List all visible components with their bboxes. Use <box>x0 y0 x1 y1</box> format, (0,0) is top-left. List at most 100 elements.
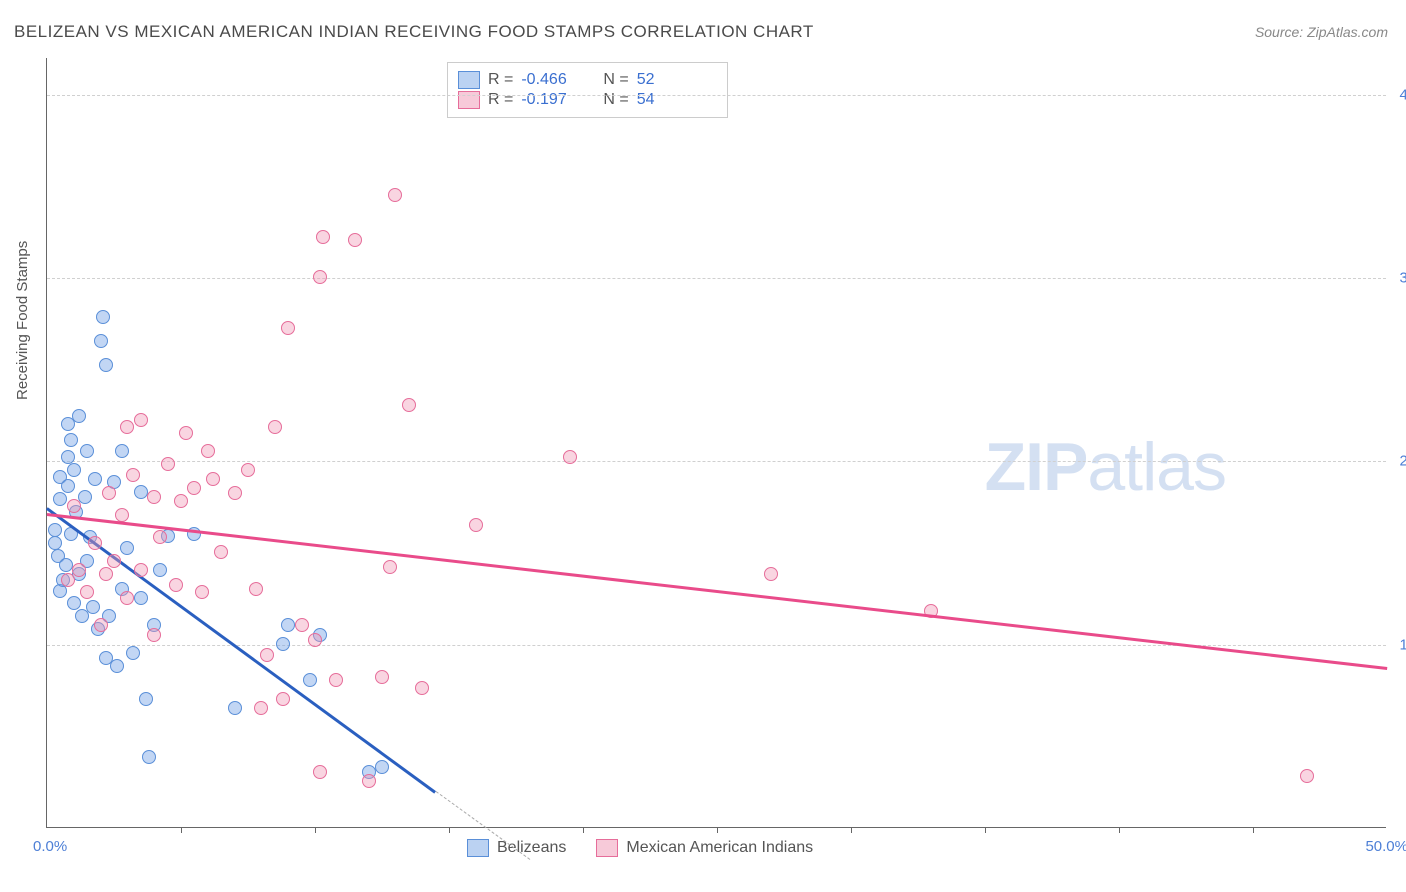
data-point <box>147 628 161 642</box>
data-point <box>281 321 295 335</box>
data-point <box>402 398 416 412</box>
legend-swatch-pink-icon <box>596 839 618 857</box>
x-tick <box>985 827 986 833</box>
legend-item-blue: Belizeans <box>467 839 566 857</box>
data-point <box>316 230 330 244</box>
data-point <box>134 563 148 577</box>
x-tick <box>315 827 316 833</box>
y-tick-label: 40.0% <box>1399 86 1406 103</box>
data-point <box>134 591 148 605</box>
data-point <box>469 518 483 532</box>
data-point <box>94 334 108 348</box>
swatch-blue-icon <box>458 71 480 89</box>
data-point <box>147 490 161 504</box>
data-point <box>195 585 209 599</box>
y-tick-label: 20.0% <box>1399 453 1406 470</box>
data-point <box>295 618 309 632</box>
watermark-bold: ZIP <box>985 429 1088 505</box>
chart-plot-area: ZIPatlas R = -0.466 N = 52 R = -0.197 N … <box>46 58 1386 828</box>
stats-row-blue: R = -0.466 N = 52 <box>458 71 711 89</box>
data-point <box>383 560 397 574</box>
data-point <box>120 591 134 605</box>
x-axis-label-0: 0.0% <box>33 838 67 855</box>
x-tick <box>449 827 450 833</box>
data-point <box>375 670 389 684</box>
data-point <box>80 444 94 458</box>
data-point <box>115 444 129 458</box>
data-point <box>134 413 148 427</box>
data-point <box>276 692 290 706</box>
data-point <box>161 457 175 471</box>
y-tick-label: 30.0% <box>1399 270 1406 287</box>
data-point <box>86 600 100 614</box>
data-point <box>102 486 116 500</box>
data-point <box>254 701 268 715</box>
data-point <box>348 233 362 247</box>
data-point <box>214 545 228 559</box>
data-point <box>139 692 153 706</box>
data-point <box>94 618 108 632</box>
y-tick-label: 10.0% <box>1399 636 1406 653</box>
data-point <box>67 596 81 610</box>
x-tick <box>851 827 852 833</box>
stat-r-blue: -0.466 <box>521 71 581 89</box>
source-label: Source: ZipAtlas.com <box>1255 24 1388 40</box>
data-point <box>1300 769 1314 783</box>
data-point <box>88 472 102 486</box>
data-point <box>59 558 73 572</box>
data-point <box>228 701 242 715</box>
data-point <box>48 536 62 550</box>
data-point <box>153 563 167 577</box>
x-tick <box>181 827 182 833</box>
data-point <box>67 463 81 477</box>
x-tick <box>1119 827 1120 833</box>
watermark: ZIPatlas <box>985 428 1226 506</box>
data-point <box>99 567 113 581</box>
data-point <box>80 585 94 599</box>
x-tick <box>583 827 584 833</box>
data-point <box>153 530 167 544</box>
data-point <box>64 433 78 447</box>
data-point <box>313 270 327 284</box>
data-point <box>126 468 140 482</box>
data-point <box>72 563 86 577</box>
gridline <box>47 95 1386 96</box>
data-point <box>174 494 188 508</box>
data-point <box>388 188 402 202</box>
data-point <box>134 485 148 499</box>
legend-swatch-blue-icon <box>467 839 489 857</box>
data-point <box>120 420 134 434</box>
data-point <box>169 578 183 592</box>
data-point <box>120 541 134 555</box>
y-axis-label: Receiving Food Stamps <box>14 241 31 400</box>
data-point <box>110 659 124 673</box>
data-point <box>764 567 778 581</box>
watermark-rest: atlas <box>1087 429 1226 505</box>
data-point <box>142 750 156 764</box>
data-point <box>303 673 317 687</box>
data-point <box>53 492 67 506</box>
x-tick <box>717 827 718 833</box>
data-point <box>268 420 282 434</box>
data-point <box>201 444 215 458</box>
chart-title: BELIZEAN VS MEXICAN AMERICAN INDIAN RECE… <box>14 22 814 42</box>
data-point <box>308 633 322 647</box>
data-point <box>375 760 389 774</box>
legend-item-pink: Mexican American Indians <box>596 839 813 857</box>
data-point <box>67 499 81 513</box>
data-point <box>107 554 121 568</box>
data-point <box>241 463 255 477</box>
data-point <box>187 481 201 495</box>
stat-r-label: R = <box>488 71 513 89</box>
legend: Belizeans Mexican American Indians <box>467 839 813 857</box>
data-point <box>329 673 343 687</box>
data-point <box>415 681 429 695</box>
data-point <box>61 479 75 493</box>
data-point <box>563 450 577 464</box>
data-point <box>362 774 376 788</box>
data-point <box>88 536 102 550</box>
data-point <box>72 409 86 423</box>
data-point <box>99 358 113 372</box>
gridline <box>47 278 1386 279</box>
legend-label-pink: Mexican American Indians <box>626 839 813 857</box>
